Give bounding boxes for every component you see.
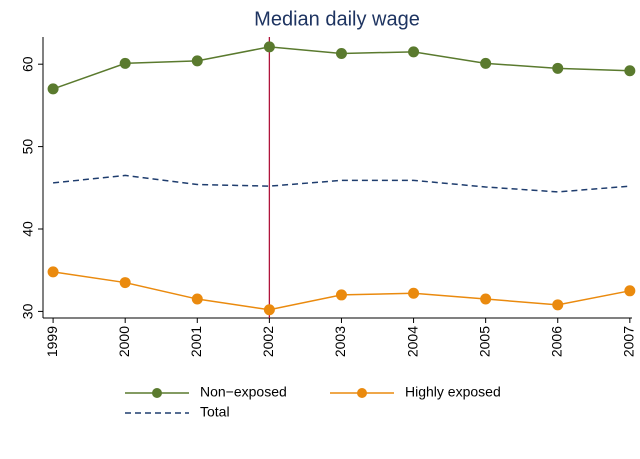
legend-label: Non−exposed [200,384,287,400]
legend-label: Highly exposed [405,384,501,400]
data-point [408,287,420,299]
data-point [624,285,636,297]
chart-title: Median daily wage [254,8,420,30]
data-point [552,299,564,311]
data-point [119,57,131,69]
data-point [335,289,347,301]
x-tick-label: 2004 [404,326,420,357]
x-tick-label: 2003 [332,326,348,357]
data-point [480,293,492,305]
x-tick-label: 2002 [260,326,276,357]
series-line [53,174,630,193]
data-point [480,57,492,69]
data-point [47,266,59,278]
data-point [335,47,347,59]
legend-marker [357,388,367,398]
data-point [47,83,59,95]
y-tick-label: 50 [20,139,36,155]
data-point [119,277,131,289]
x-tick-label: 1999 [44,326,60,357]
data-point [263,41,275,53]
x-tick-label: 2000 [116,326,132,357]
y-tick-label: 40 [20,221,36,237]
data-point [191,293,203,305]
legend-marker [152,388,162,398]
data-point [408,46,420,58]
x-tick-label: 2001 [188,326,204,357]
y-tick-label: 60 [20,56,36,72]
data-point [263,304,275,316]
x-tick-label: 2005 [476,326,492,357]
x-tick-label: 2006 [548,326,564,357]
x-tick-label: 2007 [621,326,637,357]
data-point [624,65,636,77]
data-point [191,55,203,67]
data-point [552,62,564,74]
y-tick-label: 30 [20,303,36,319]
legend-label: Total [200,404,230,420]
